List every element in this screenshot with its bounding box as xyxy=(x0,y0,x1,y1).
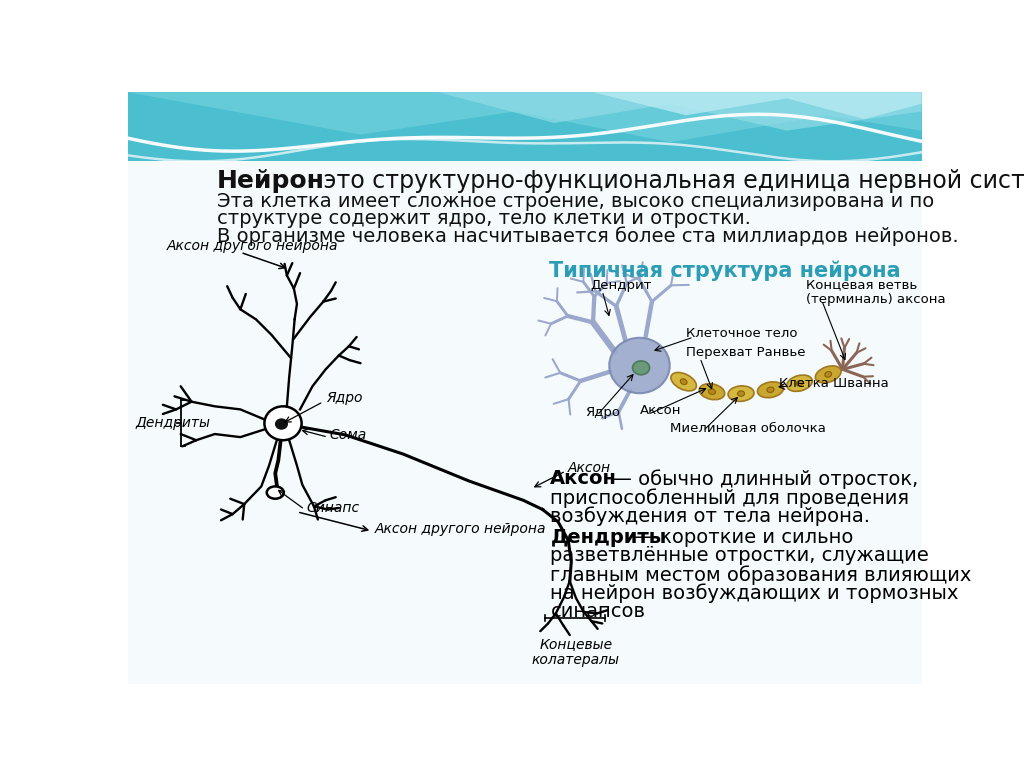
Text: Аксон другого нейрона: Аксон другого нейрона xyxy=(167,239,338,253)
Text: структуре содержит ядро, тело клетки и отростки.: структуре содержит ядро, тело клетки и о… xyxy=(217,209,751,228)
Text: разветвлённые отростки, служащие: разветвлённые отростки, служащие xyxy=(550,547,929,565)
Ellipse shape xyxy=(709,389,716,395)
Ellipse shape xyxy=(824,372,831,377)
Text: В организме человека насчитывается более ста миллиардов нейронов.: В организме человека насчитывается более… xyxy=(217,226,958,246)
Polygon shape xyxy=(128,92,922,142)
Ellipse shape xyxy=(609,338,670,393)
Text: Типичная структура нейрона: Типичная структура нейрона xyxy=(549,260,900,280)
Ellipse shape xyxy=(266,486,284,498)
Ellipse shape xyxy=(758,382,783,398)
Text: - это структурно-функциональная единица нервной системы.: - это структурно-функциональная единица … xyxy=(300,169,1024,194)
Ellipse shape xyxy=(767,387,774,392)
Bar xyxy=(128,154,922,684)
Ellipse shape xyxy=(786,375,812,392)
Bar xyxy=(128,92,922,161)
Text: Сома: Сома xyxy=(330,428,367,442)
Text: синапсов: синапсов xyxy=(550,602,645,621)
Text: Миелиновая оболочка: Миелиновая оболочка xyxy=(671,422,826,435)
Text: приспособленный для проведения: приспособленный для проведения xyxy=(550,488,909,508)
Polygon shape xyxy=(593,92,922,119)
Text: Аксон: Аксон xyxy=(550,469,617,488)
Text: Клеточное тело: Клеточное тело xyxy=(686,327,798,340)
Text: — короткие и сильно: — короткие и сильно xyxy=(628,528,853,547)
Text: Аксон: Аксон xyxy=(568,461,611,475)
Ellipse shape xyxy=(815,366,841,383)
Text: главным местом образования влияющих: главным местом образования влияющих xyxy=(550,565,972,584)
Text: Перехват Ранвье: Перехват Ранвье xyxy=(686,346,806,359)
Text: на нейрон возбуждающих и тормозных: на нейрон возбуждающих и тормозных xyxy=(550,584,958,603)
Text: Аксон другого нейрона: Аксон другого нейрона xyxy=(375,521,546,536)
Text: Клетка Шванна: Клетка Шванна xyxy=(779,377,889,390)
Text: Эта клетка имеет сложное строение, высоко специализирована и по: Эта клетка имеет сложное строение, высок… xyxy=(217,192,934,211)
Ellipse shape xyxy=(796,380,803,386)
Text: Дендриты: Дендриты xyxy=(136,416,211,430)
Ellipse shape xyxy=(633,361,649,375)
Text: Синапс: Синапс xyxy=(306,501,359,515)
Text: Концевая ветвь
(терминаль) аксона: Концевая ветвь (терминаль) аксона xyxy=(806,279,946,306)
Polygon shape xyxy=(438,92,922,131)
Ellipse shape xyxy=(264,406,302,440)
Text: Дендрит: Дендрит xyxy=(590,279,651,292)
Ellipse shape xyxy=(680,379,687,385)
Text: Ядро: Ядро xyxy=(586,406,621,419)
Text: возбуждения от тела нейрона.: возбуждения от тела нейрона. xyxy=(550,506,870,526)
Text: Нейрон: Нейрон xyxy=(217,169,326,194)
Ellipse shape xyxy=(671,372,696,391)
Text: Концевые
колатералы: Концевые колатералы xyxy=(531,637,620,667)
Ellipse shape xyxy=(699,384,725,399)
Text: — обычно длинный отросток,: — обычно длинный отросток, xyxy=(606,469,919,489)
Ellipse shape xyxy=(737,391,744,396)
Text: Ядро: Ядро xyxy=(326,391,362,405)
Ellipse shape xyxy=(275,419,288,429)
Text: Аксон: Аксон xyxy=(640,404,681,417)
Text: Дендриты: Дендриты xyxy=(550,528,667,547)
Ellipse shape xyxy=(728,386,754,402)
